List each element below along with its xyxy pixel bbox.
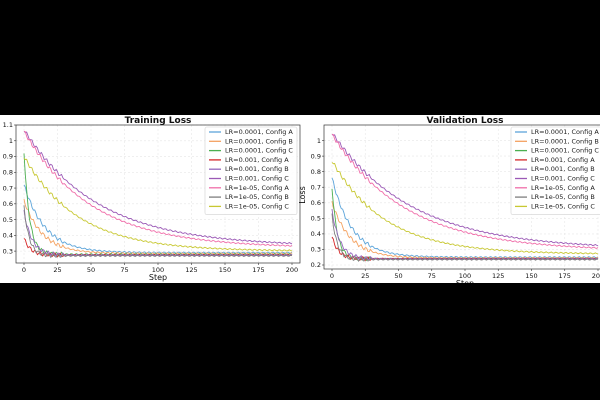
y-tick-label: 0.8: [311, 168, 321, 176]
legend-entry: LR=0.0001, Config B: [225, 137, 293, 145]
legend-entry: LR=0.001, Config B: [225, 165, 289, 173]
x-tick-label: 25: [361, 272, 369, 280]
y-tick-label: 0.9: [3, 153, 13, 161]
x-tick-label: 150: [525, 272, 537, 280]
series-line: [331, 134, 599, 247]
legend-entry: LR=1e-05, Config A: [531, 184, 595, 192]
x-tick-label: 75: [120, 266, 128, 274]
legend-entry: LR=0.0001, Config A: [531, 128, 599, 136]
y-tick-label: 0.6: [3, 200, 13, 208]
x-tick-label: 100: [459, 272, 471, 280]
series-line: [23, 130, 293, 247]
legend-entry: LR=0.0001, Config C: [225, 147, 293, 155]
legend: LR=0.0001, Config ALR=0.0001, Config B LR…: [510, 126, 600, 215]
x-tick-label: 25: [53, 266, 61, 274]
series-line: [23, 131, 293, 245]
x-tick-label: 50: [87, 266, 95, 274]
y-tick-label: 0.4: [311, 230, 321, 238]
x-tick-label: 125: [185, 266, 197, 274]
figure: 0 25 50 75 100 125 150 175 200 0.3 0.4 0.5 0.6 0.7 0.8…: [0, 115, 600, 283]
legend-entry: LR=0.001, Config A: [225, 156, 289, 164]
legend-entry: LR=1e-05, Config B: [225, 193, 289, 201]
y-tick-label: 0.3: [311, 246, 321, 254]
legend-entry: LR=1e-05, Config B: [531, 193, 595, 201]
x-tick-label: 125: [492, 272, 504, 280]
series-line: [23, 205, 293, 259]
y-tick-label: 0.2: [311, 261, 321, 269]
legend-entry: LR=0.0001, Config C: [531, 147, 599, 155]
legend-entry: LR=0.001, Config C: [225, 175, 289, 183]
y-tick-label: 0.5: [311, 215, 321, 223]
x-axis-label: Step: [456, 279, 474, 283]
y-tick-label: 0.3: [3, 247, 13, 255]
charts-svg: 0 25 50 75 100 125 150 175 2000.30.40.50.60.70.8…: [3, 116, 600, 283]
x-tick-label: 200: [592, 272, 600, 280]
chart-title: Training Loss: [125, 116, 192, 126]
legend-entry: LR=0.001, Config B: [531, 165, 595, 173]
legend-box: [510, 126, 600, 215]
y-tick-label: 0.7: [3, 184, 13, 192]
legend-entry: LR=0.0001, Config B: [531, 137, 599, 145]
series-line: [331, 162, 599, 255]
x-tick-label: 50: [394, 272, 402, 280]
legend-entry: LR=1e-05, Config C: [225, 202, 289, 210]
legend-entry: LR=1e-05, Config C: [531, 202, 595, 210]
legend-entry: LR=1e-05, Config A: [225, 184, 289, 192]
x-tick-label: 200: [286, 266, 298, 274]
x-tick-label: 150: [219, 266, 231, 274]
x-tick-label: 100: [152, 266, 164, 274]
chart-title: Validation Loss: [427, 116, 504, 126]
y-tick-label: 0.9: [311, 152, 321, 160]
y-tick-label: 1.1: [3, 121, 13, 129]
y-tick-label: 1: [9, 137, 13, 145]
x-tick-label: 0: [22, 266, 26, 274]
legend-entry: LR=0.0001, Config A: [225, 128, 293, 136]
y-axis-label: Loss: [298, 186, 307, 204]
series-line: [331, 201, 599, 260]
y-tick-label: 0.8: [3, 168, 13, 176]
y-tick-label: 0.6: [311, 199, 321, 207]
series-line: [331, 177, 599, 259]
legend-entry: LR=0.001, Config C: [531, 175, 595, 183]
legend-entry: LR=0.001, Config A: [531, 156, 595, 164]
y-tick-label: 0.5: [3, 216, 13, 224]
series-line: [23, 210, 293, 257]
series-line: [23, 198, 293, 255]
series-line: [331, 208, 599, 261]
x-tick-label: 0: [330, 272, 334, 280]
x-tick-label: 175: [559, 272, 571, 280]
legend: LR=0.0001, Config ALR=0.0001, Config B LR…: [204, 126, 298, 215]
series-line: [331, 213, 599, 262]
x-tick-label: 75: [428, 272, 436, 280]
x-axis-label: Step: [149, 273, 167, 282]
series-line: [331, 133, 599, 249]
series-line: [23, 184, 293, 254]
y-tick-label: 1: [317, 137, 321, 145]
series-line: [23, 157, 293, 252]
chart-1: 0 25 50 75 100 125 150 175 200 0.2 0.3 0.4 0.5 0.6 0.7…: [298, 116, 600, 283]
y-tick-label: 0.7: [311, 183, 321, 191]
chart-0: 0 25 50 75 100 125 150 175 200 0.3 0.4 0.5 0.6 0.7 0.8…: [3, 116, 301, 282]
y-tick-label: 0.4: [3, 232, 13, 240]
legend-box: [204, 126, 298, 215]
x-tick-label: 175: [252, 266, 264, 274]
